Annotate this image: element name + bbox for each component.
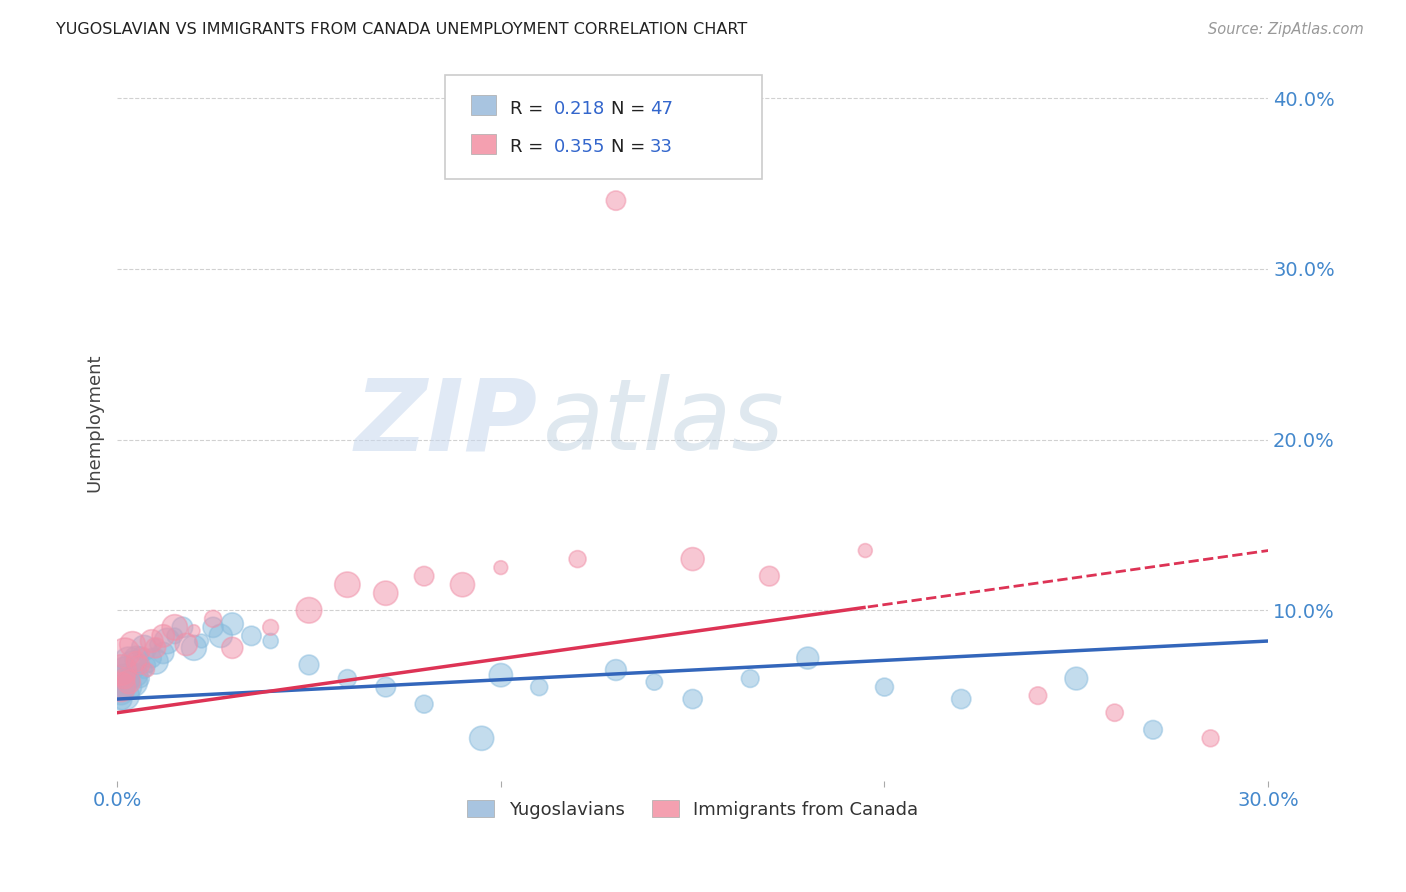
Point xyxy=(129,672,152,686)
Point xyxy=(136,657,159,672)
Legend: Yugoslavians, Immigrants from Canada: Yugoslavians, Immigrants from Canada xyxy=(460,792,925,826)
Point xyxy=(202,620,225,634)
Point xyxy=(567,552,589,566)
Point xyxy=(202,612,225,626)
Point xyxy=(605,663,627,677)
Point xyxy=(259,634,281,648)
Point xyxy=(145,637,167,651)
Point xyxy=(873,680,896,694)
Point xyxy=(1026,689,1049,703)
Point xyxy=(221,616,243,631)
Point xyxy=(114,672,136,686)
Point xyxy=(132,663,155,677)
Point xyxy=(1142,723,1164,737)
Point xyxy=(740,672,762,686)
Point xyxy=(172,620,194,634)
Point xyxy=(605,194,627,208)
Point xyxy=(129,646,152,660)
Text: 47: 47 xyxy=(650,100,673,119)
Point xyxy=(336,577,359,591)
Point xyxy=(110,680,132,694)
Text: 0.355: 0.355 xyxy=(554,137,605,155)
Point xyxy=(190,634,212,648)
Point xyxy=(413,569,436,583)
Point xyxy=(950,692,973,706)
Point xyxy=(145,655,167,669)
Point xyxy=(682,692,704,706)
Point xyxy=(114,672,136,686)
Text: R =: R = xyxy=(509,100,548,119)
Point xyxy=(110,685,132,699)
Point xyxy=(121,657,143,672)
Point xyxy=(118,680,141,694)
Point xyxy=(163,620,186,634)
Point xyxy=(489,668,512,682)
Point xyxy=(758,569,780,583)
Point xyxy=(121,637,143,651)
Point xyxy=(121,675,143,690)
Point xyxy=(471,731,494,746)
Point xyxy=(374,586,396,600)
Point xyxy=(141,634,163,648)
Point xyxy=(125,655,148,669)
Point xyxy=(114,646,136,660)
Point xyxy=(374,680,396,694)
Point xyxy=(114,689,136,703)
Y-axis label: Unemployment: Unemployment xyxy=(86,353,103,491)
Point xyxy=(152,646,174,660)
Point xyxy=(413,697,436,711)
Text: N =: N = xyxy=(612,100,651,119)
Point xyxy=(125,668,148,682)
FancyBboxPatch shape xyxy=(471,95,496,115)
FancyBboxPatch shape xyxy=(446,75,762,178)
Point xyxy=(132,646,155,660)
Point xyxy=(529,680,551,694)
Point xyxy=(451,577,474,591)
Point xyxy=(298,657,321,672)
Text: YUGOSLAVIAN VS IMMIGRANTS FROM CANADA UNEMPLOYMENT CORRELATION CHART: YUGOSLAVIAN VS IMMIGRANTS FROM CANADA UN… xyxy=(56,22,748,37)
Point xyxy=(174,637,197,651)
Point xyxy=(110,680,132,694)
Point xyxy=(141,651,163,665)
Text: R =: R = xyxy=(509,137,548,155)
Point xyxy=(1104,706,1126,720)
Point xyxy=(643,675,665,690)
Text: N =: N = xyxy=(612,137,651,155)
Text: atlas: atlas xyxy=(543,374,785,471)
Point xyxy=(489,560,512,574)
Point xyxy=(240,629,263,643)
Point xyxy=(132,640,155,655)
Point xyxy=(114,663,136,677)
Point xyxy=(336,672,359,686)
Point xyxy=(145,640,167,655)
Point xyxy=(110,663,132,677)
Point xyxy=(209,629,232,643)
Point xyxy=(1066,672,1088,686)
Text: 0.218: 0.218 xyxy=(554,100,605,119)
Text: Source: ZipAtlas.com: Source: ZipAtlas.com xyxy=(1208,22,1364,37)
Point xyxy=(156,634,179,648)
Point xyxy=(125,651,148,665)
Point xyxy=(682,552,704,566)
Point xyxy=(163,629,186,643)
Point xyxy=(118,655,141,669)
Point xyxy=(853,543,876,558)
Point xyxy=(221,640,243,655)
Point xyxy=(129,657,152,672)
Text: 33: 33 xyxy=(650,137,673,155)
Point xyxy=(110,692,132,706)
Point xyxy=(1199,731,1222,746)
Point xyxy=(298,603,321,617)
Text: ZIP: ZIP xyxy=(354,374,537,471)
Point xyxy=(797,651,820,665)
Point xyxy=(152,629,174,643)
Point xyxy=(183,624,205,638)
Point xyxy=(136,663,159,677)
Point xyxy=(118,675,141,690)
Point xyxy=(259,620,281,634)
FancyBboxPatch shape xyxy=(471,135,496,154)
Point xyxy=(183,640,205,655)
